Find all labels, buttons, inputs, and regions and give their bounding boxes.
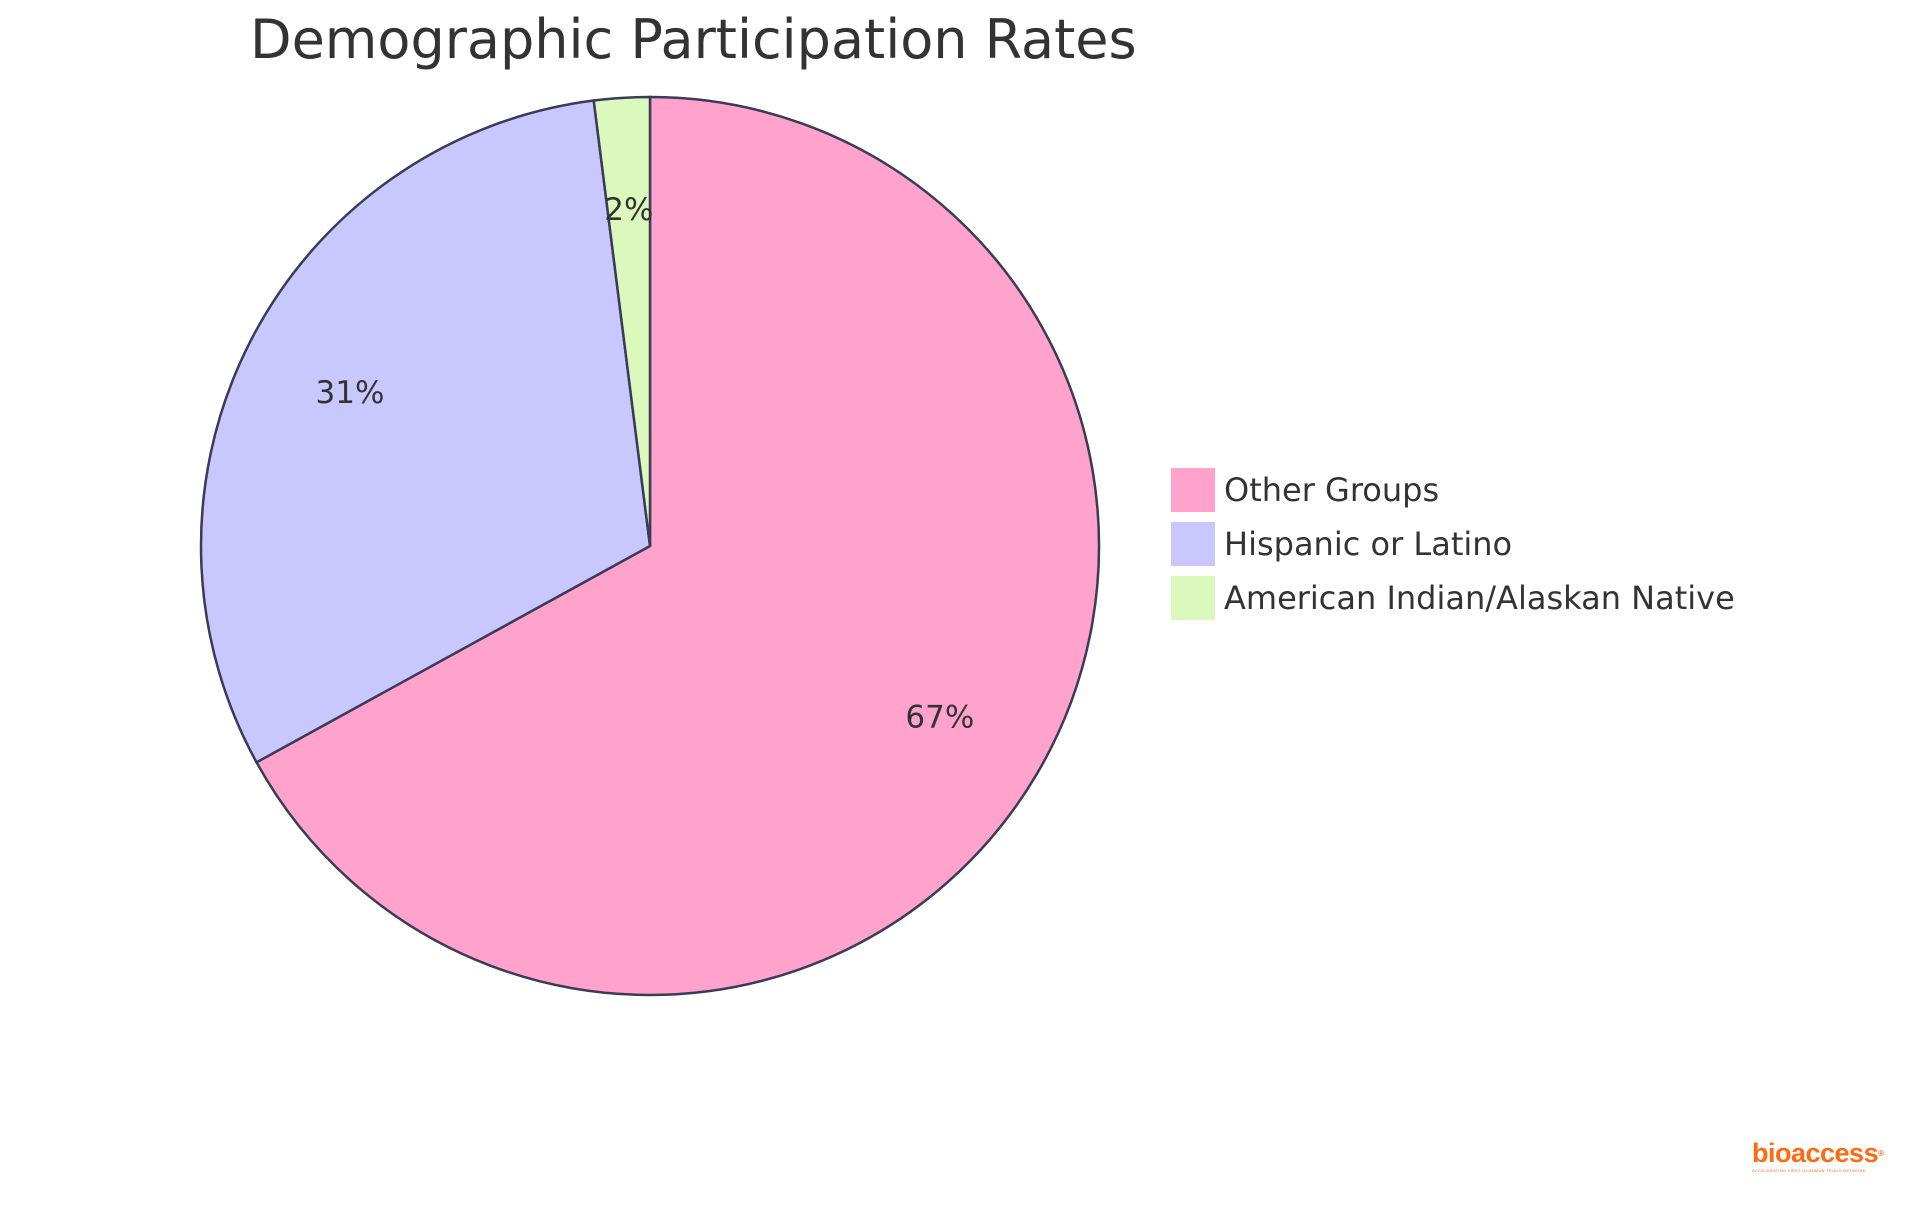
registered-mark-icon: ®: [1878, 1149, 1884, 1158]
logo-name: bioaccess: [1752, 1138, 1879, 1168]
chart-title: Demographic Participation Rates: [250, 8, 1137, 71]
legend-item-american-indian-alaskan-native: American Indian/Alaskan Native: [1171, 571, 1735, 625]
legend: Other Groups Hispanic or Latino American…: [1171, 463, 1735, 625]
legend-swatch: [1171, 576, 1215, 620]
slice-percent-label: 2%: [604, 192, 653, 228]
legend-label: Other Groups: [1224, 471, 1440, 509]
pie-slice-other-groups: [254, 95, 1101, 997]
legend-label: Hispanic or Latino: [1224, 525, 1513, 563]
bioaccess-logo: bioaccess® ACCELERATING FIRST-IN-HUMAN T…: [1752, 1140, 1892, 1178]
slice-percent-label: 31%: [316, 375, 385, 411]
pie-slices: [199, 95, 1101, 997]
pie-slice-hispanic-or-latino: [199, 99, 652, 765]
legend-label: American Indian/Alaskan Native: [1224, 579, 1735, 617]
pie-slice-american-indian-alaskan-native: [592, 95, 652, 547]
pie-slice-labels: 67% 31% 2%: [316, 192, 975, 736]
legend-swatch: [1171, 468, 1215, 512]
legend-item-hispanic-or-latino: Hispanic or Latino: [1171, 517, 1735, 571]
slice-percent-label: 67%: [905, 699, 974, 735]
legend-item-other-groups: Other Groups: [1171, 463, 1735, 517]
logo-tagline: ACCELERATING FIRST-IN-HUMAN TRIALS NETWO…: [1752, 1168, 1866, 1173]
legend-swatch: [1171, 522, 1215, 566]
